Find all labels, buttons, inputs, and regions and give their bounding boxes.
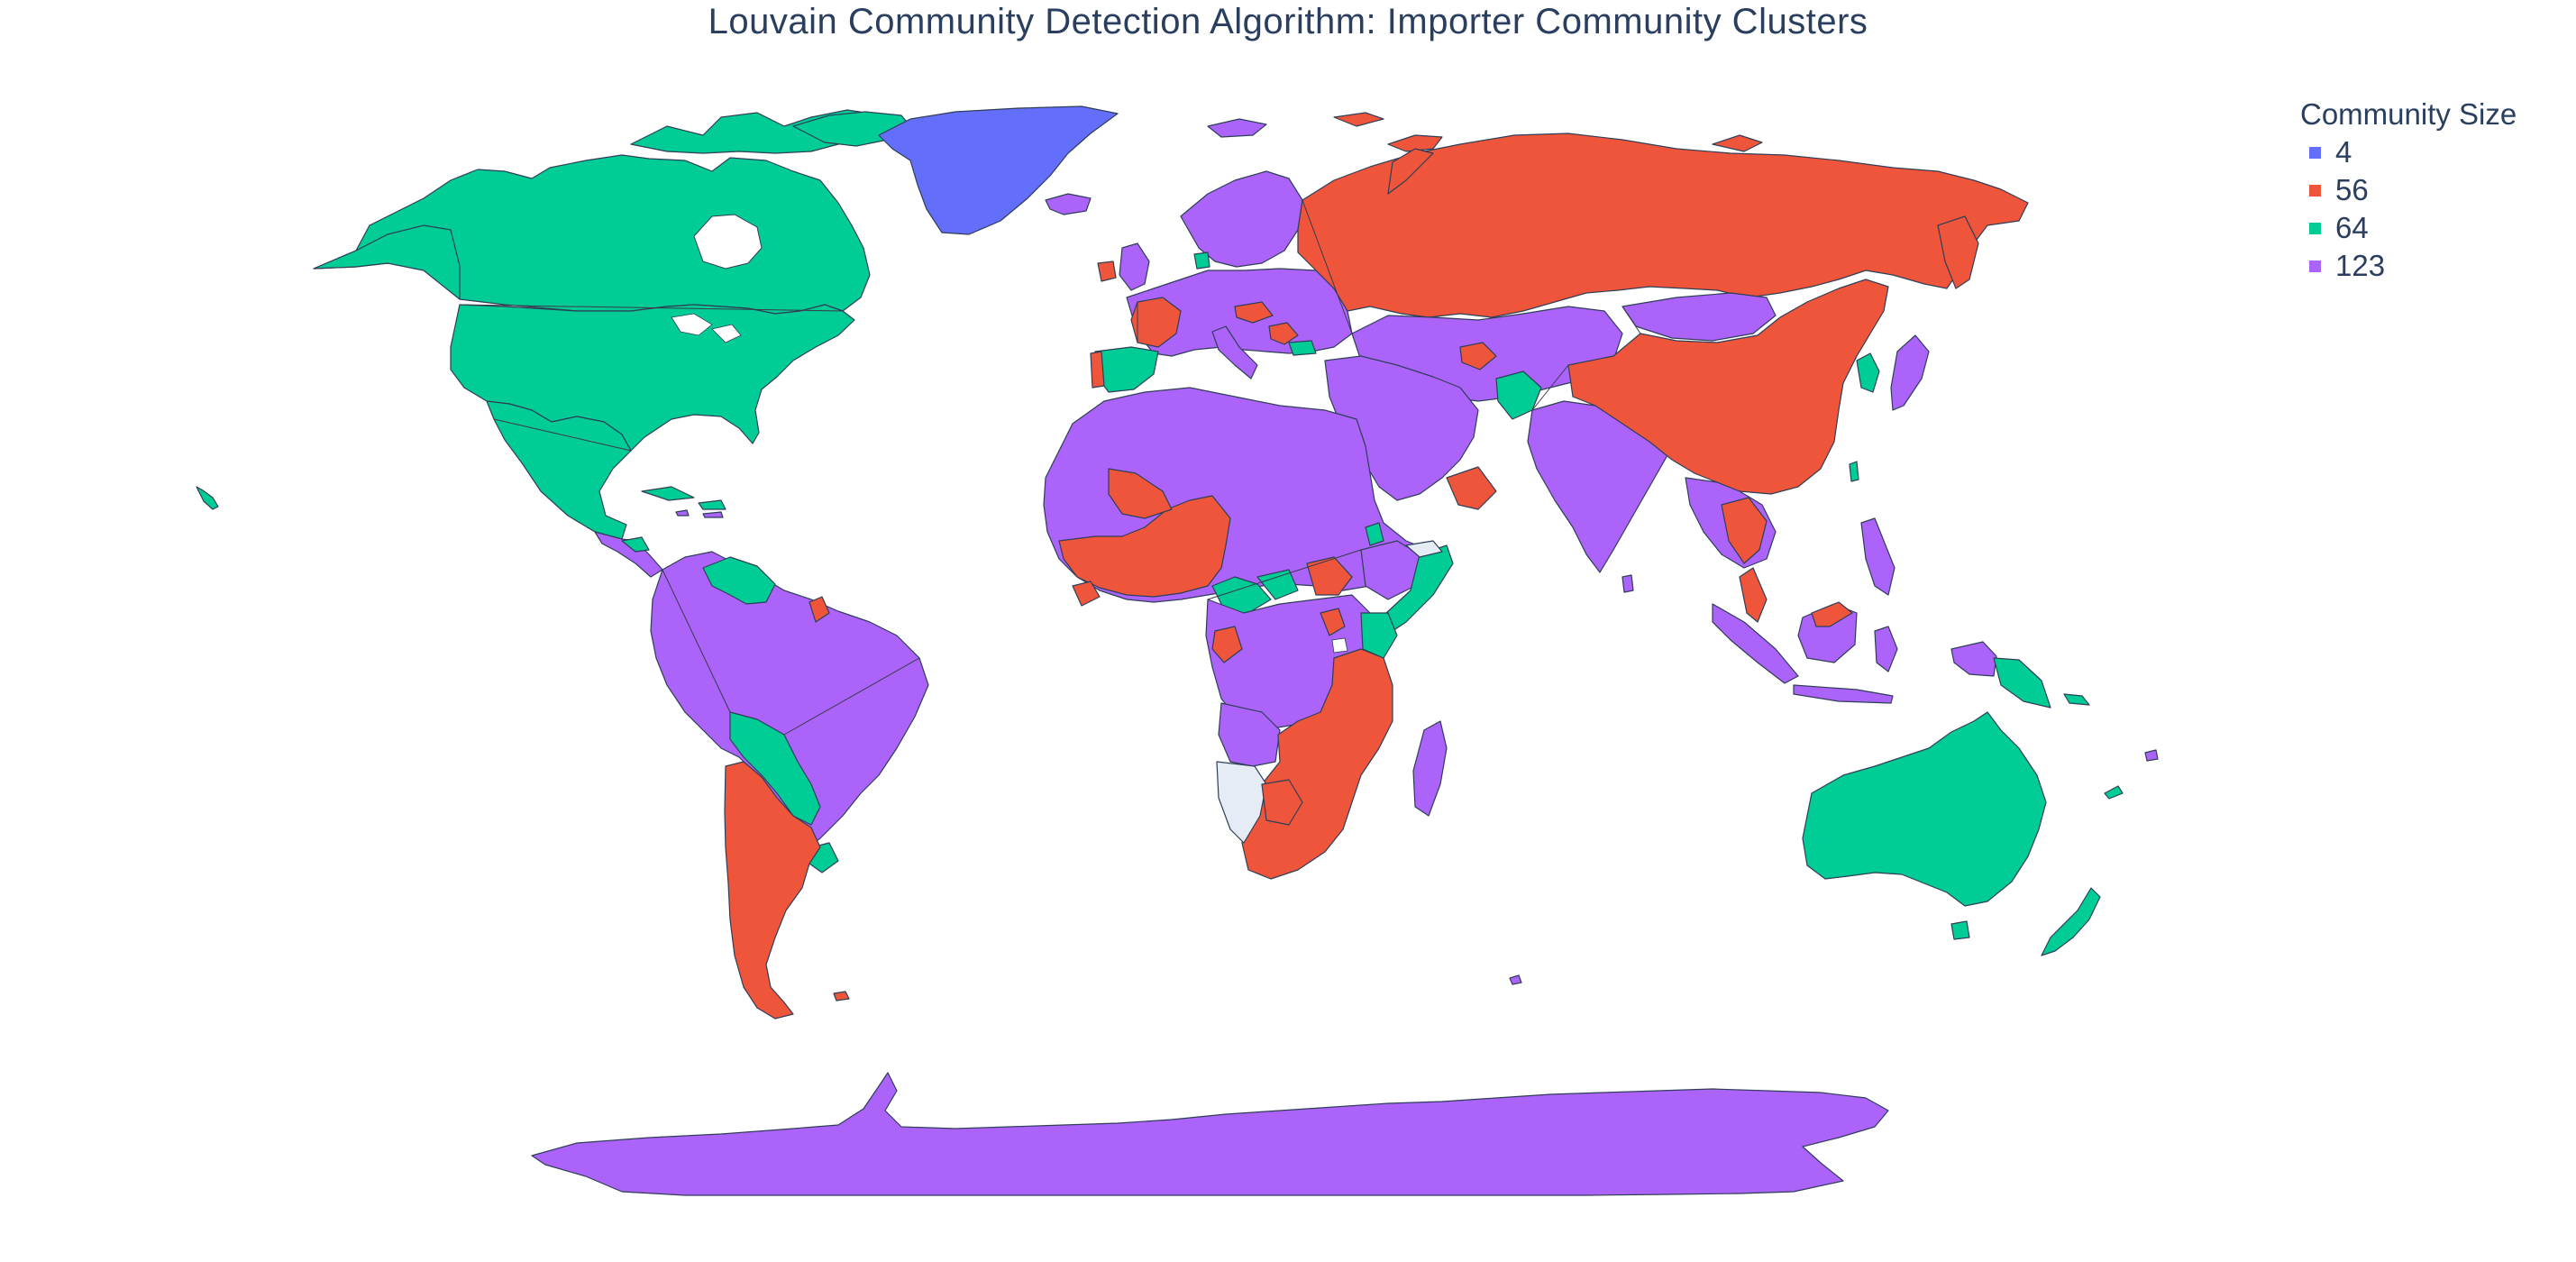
great-lakes [671, 313, 713, 336]
country-angola[interactable] [1218, 702, 1281, 767]
country-sri-lanka[interactable] [1621, 574, 1634, 593]
country-mali-region[interactable] [1108, 468, 1173, 519]
hudson-bay [693, 214, 763, 270]
caribbean-cuba[interactable] [641, 486, 695, 501]
country-russia[interactable] [1297, 133, 2029, 318]
country-somaliland[interactable] [1405, 540, 1443, 558]
legend-swatch [2309, 146, 2321, 159]
country-eritrea[interactable] [1365, 522, 1384, 546]
country-mexico[interactable] [486, 400, 632, 540]
antarctica[interactable] [531, 1072, 1889, 1196]
country-madagascar[interactable] [1412, 720, 1448, 817]
country-italy[interactable] [1211, 325, 1258, 380]
country-thailand-vietnam[interactable] [1721, 497, 1768, 564]
lake-victoria [1331, 637, 1348, 654]
russia-severnaya[interactable] [1712, 134, 1763, 152]
country-gabon-red[interactable] [1211, 626, 1243, 663]
indonesia-sumatra[interactable] [1712, 603, 1799, 684]
country-congo-red[interactable] [1320, 608, 1346, 636]
country-south-korea[interactable] [1856, 352, 1880, 393]
country-honduras[interactable] [621, 536, 650, 553]
country-borders [459, 199, 1641, 736]
south-georgia[interactable] [1509, 974, 1522, 985]
country-argentina[interactable] [724, 761, 821, 1020]
country-ireland[interactable] [1097, 261, 1117, 282]
country-liberia[interactable] [1072, 581, 1101, 607]
legend-label: 56 [2335, 173, 2369, 206]
country-iceland[interactable] [1045, 193, 1092, 215]
country-new-zealand[interactable] [2041, 887, 2101, 956]
country-austria-region[interactable] [1234, 301, 1274, 324]
country-australia[interactable] [1802, 711, 2047, 907]
great-lakes-2 [711, 324, 742, 343]
country-united-kingdom[interactable] [1119, 242, 1150, 291]
country-sudan-red[interactable] [1306, 556, 1353, 596]
country-venezuela[interactable] [702, 556, 776, 605]
franz-josef-land[interactable] [1333, 112, 1384, 127]
country-bulgaria[interactable] [1288, 340, 1317, 356]
country-japan[interactable] [1890, 334, 1930, 411]
caribbean-jamaica[interactable] [675, 509, 690, 517]
falkland-islands[interactable] [833, 991, 850, 1001]
country-philippines[interactable] [1860, 517, 1895, 596]
legend-item-123[interactable]: 123 [2300, 247, 2517, 285]
country-france[interactable] [1130, 297, 1182, 348]
fiji[interactable] [2144, 749, 2159, 762]
legend-label: 64 [2335, 211, 2369, 244]
central-america[interactable] [594, 531, 663, 578]
country-botswana-region[interactable] [1261, 779, 1303, 826]
country-oman[interactable] [1446, 466, 1497, 510]
russia-arctic-isles[interactable] [1387, 134, 1443, 152]
caribbean-puerto-rico[interactable] [702, 511, 724, 518]
country-serbia-region[interactable] [1268, 322, 1299, 345]
country-portugal[interactable] [1090, 351, 1105, 389]
new-guinea-west[interactable] [1950, 641, 1997, 677]
hawaii[interactable] [196, 486, 219, 510]
country-malaysia-peninsula[interactable] [1739, 567, 1768, 623]
russia-kamchatka[interactable] [1937, 215, 1979, 289]
country-china[interactable] [1567, 279, 1889, 495]
legend-item-64[interactable]: 64 [2300, 209, 2517, 247]
solomon-islands[interactable] [2063, 693, 2090, 706]
country-mongolia[interactable] [1621, 292, 1777, 342]
country-namibia[interactable] [1216, 761, 1267, 844]
west-africa-cluster[interactable] [1058, 495, 1231, 598]
country-papua-new-guinea[interactable] [1993, 657, 2051, 709]
map-legend: Community Size 4 56 64 123 [2300, 97, 2517, 285]
indonesia-java[interactable] [1793, 684, 1894, 704]
caribbean-hispaniola[interactable] [698, 499, 726, 510]
legend-item-56[interactable]: 56 [2300, 171, 2517, 209]
legend-swatch [2309, 184, 2321, 197]
novaya-zemlya[interactable] [1387, 148, 1434, 195]
country-taiwan[interactable] [1849, 461, 1859, 482]
country-greenland[interactable] [878, 105, 1119, 235]
legend-label: 4 [2335, 135, 2352, 169]
map-title: Louvain Community Detection Algorithm: I… [708, 2, 1868, 41]
legend-title: Community Size [2300, 97, 2517, 131]
svalbard[interactable] [1207, 118, 1267, 138]
country-brunei-region[interactable] [1811, 601, 1853, 627]
country-denmark[interactable] [1193, 251, 1210, 270]
legend-swatch [2309, 222, 2321, 234]
country-guyana[interactable] [808, 596, 830, 623]
country-somalia[interactable] [1385, 544, 1454, 632]
country-kenya[interactable] [1360, 612, 1398, 659]
country-norway-sweden-finland[interactable] [1180, 170, 1303, 268]
country-chad-green[interactable] [1256, 569, 1299, 600]
new-caledonia[interactable] [2104, 785, 2124, 800]
indonesia-sulawesi[interactable] [1874, 626, 1898, 672]
legend-swatch [2309, 260, 2321, 272]
country-brazil-region[interactable] [650, 551, 929, 853]
country-tasmania[interactable] [1950, 920, 1970, 940]
legend-item-4[interactable]: 4 [2300, 133, 2517, 171]
country-iraq-region[interactable] [1459, 342, 1497, 370]
legend-label: 123 [2335, 249, 2386, 282]
state-alaska[interactable] [313, 224, 461, 300]
